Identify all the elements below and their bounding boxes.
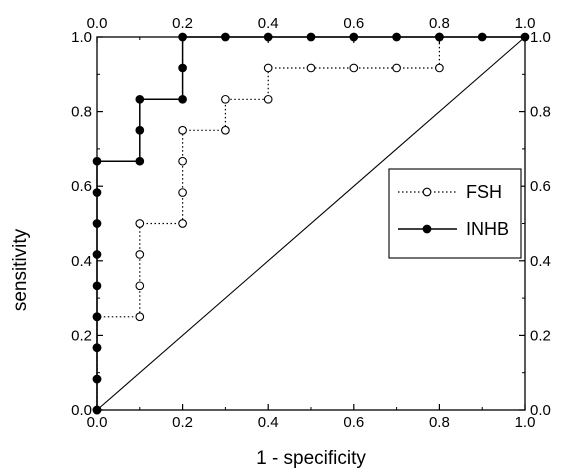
x-axis-title: 1 - specificity	[256, 448, 366, 469]
y-tick-label-left: 0.8	[71, 104, 92, 121]
y-tick-label-left: 0.2	[71, 327, 92, 344]
inhb-data-point	[135, 156, 145, 166]
x-tick-label-bottom: 0.2	[172, 414, 193, 431]
y-tick-label-right: 0.0	[530, 402, 551, 419]
y-tick-label-left: 0.4	[71, 253, 92, 270]
x-tick-label-top: 0.8	[429, 15, 450, 32]
fsh-data-point	[178, 188, 187, 197]
fsh-data-point	[221, 94, 230, 104]
y-tick-label-left: 1.0	[71, 29, 92, 46]
inhb-data-point	[349, 32, 359, 42]
y-tick-label-right: 0.8	[530, 104, 551, 121]
x-tick-label-top: 0.0	[87, 15, 108, 32]
inhb-data-point	[135, 125, 145, 135]
fsh-data-point	[178, 219, 187, 228]
x-tick-label-bottom: 1.0	[515, 414, 536, 431]
fsh-data-point	[135, 312, 145, 322]
inhb-data-point	[477, 32, 487, 42]
inhb-data-point	[92, 188, 102, 197]
inhb-data-point	[92, 343, 102, 353]
y-tick-label-left: 0.6	[71, 178, 92, 195]
inhb-data-point	[392, 32, 401, 42]
fsh-data-point	[221, 125, 230, 135]
fsh-data-point	[135, 281, 145, 291]
inhb-data-point	[520, 32, 530, 42]
x-tick-label-bottom: 0.4	[258, 414, 279, 431]
y-tick-label-right: 0.2	[530, 327, 551, 344]
inhb-data-point	[92, 281, 102, 291]
fsh-data-point	[263, 94, 273, 104]
inhb-data-point	[306, 32, 316, 42]
inhb-data-point	[135, 94, 145, 104]
legend-inhb-marker	[422, 224, 432, 234]
x-tick-label-top: 0.2	[172, 15, 193, 32]
x-tick-label-bottom: 0.0	[87, 414, 108, 431]
reference-line-layer	[96, 36, 526, 411]
fsh-data-point	[306, 63, 316, 73]
inhb-data-point	[92, 219, 102, 228]
fsh-data-point	[178, 125, 187, 135]
inhb-data-point	[178, 94, 187, 104]
chance-diagonal-line	[96, 36, 526, 411]
inhb-data-point	[263, 32, 273, 42]
legend-inhb-label: INHB	[466, 219, 509, 239]
x-tick-label-bottom: 0.8	[429, 414, 450, 431]
inhb-data-point	[178, 63, 187, 73]
fsh-data-point	[135, 250, 145, 259]
y-tick-label-right: 1.0	[530, 29, 551, 46]
legend-fsh-marker	[422, 187, 432, 197]
inhb-data-point	[92, 374, 102, 384]
fsh-data-point	[435, 63, 444, 73]
series-layer	[92, 32, 530, 415]
inhb-data-point	[92, 405, 102, 415]
fsh-data-point	[263, 63, 273, 73]
fsh-data-point	[392, 63, 401, 73]
axis-ticks: 0.00.00.20.20.40.40.60.60.80.81.01.00.0 0…	[71, 15, 551, 431]
inhb-data-point	[92, 312, 102, 322]
legend: FSH INHB	[388, 168, 522, 259]
y-tick-label-left: 0.0	[71, 402, 92, 419]
y-tick-label-right: 0.6	[530, 178, 551, 195]
fsh-data-point	[135, 219, 145, 228]
fsh-series-line	[96, 37, 440, 410]
inhb-data-point	[221, 32, 230, 42]
x-tick-label-bottom: 0.6	[343, 414, 364, 431]
legend-fsh-label: FSH	[466, 182, 502, 202]
y-tick-label-right: 0.4	[530, 253, 551, 270]
x-tick-label-top: 1.0	[515, 15, 536, 32]
y-axis-title: sensitivity	[10, 228, 31, 311]
inhb-data-point	[435, 32, 444, 42]
inhb-data-point	[92, 156, 102, 166]
legend-box	[388, 168, 522, 259]
fsh-data-point	[349, 63, 359, 73]
inhb-data-point	[92, 250, 102, 259]
fsh-data-point	[178, 156, 187, 166]
x-tick-label-top: 0.6	[343, 15, 364, 32]
x-tick-label-top: 0.4	[258, 15, 279, 32]
inhb-data-point	[178, 32, 187, 42]
